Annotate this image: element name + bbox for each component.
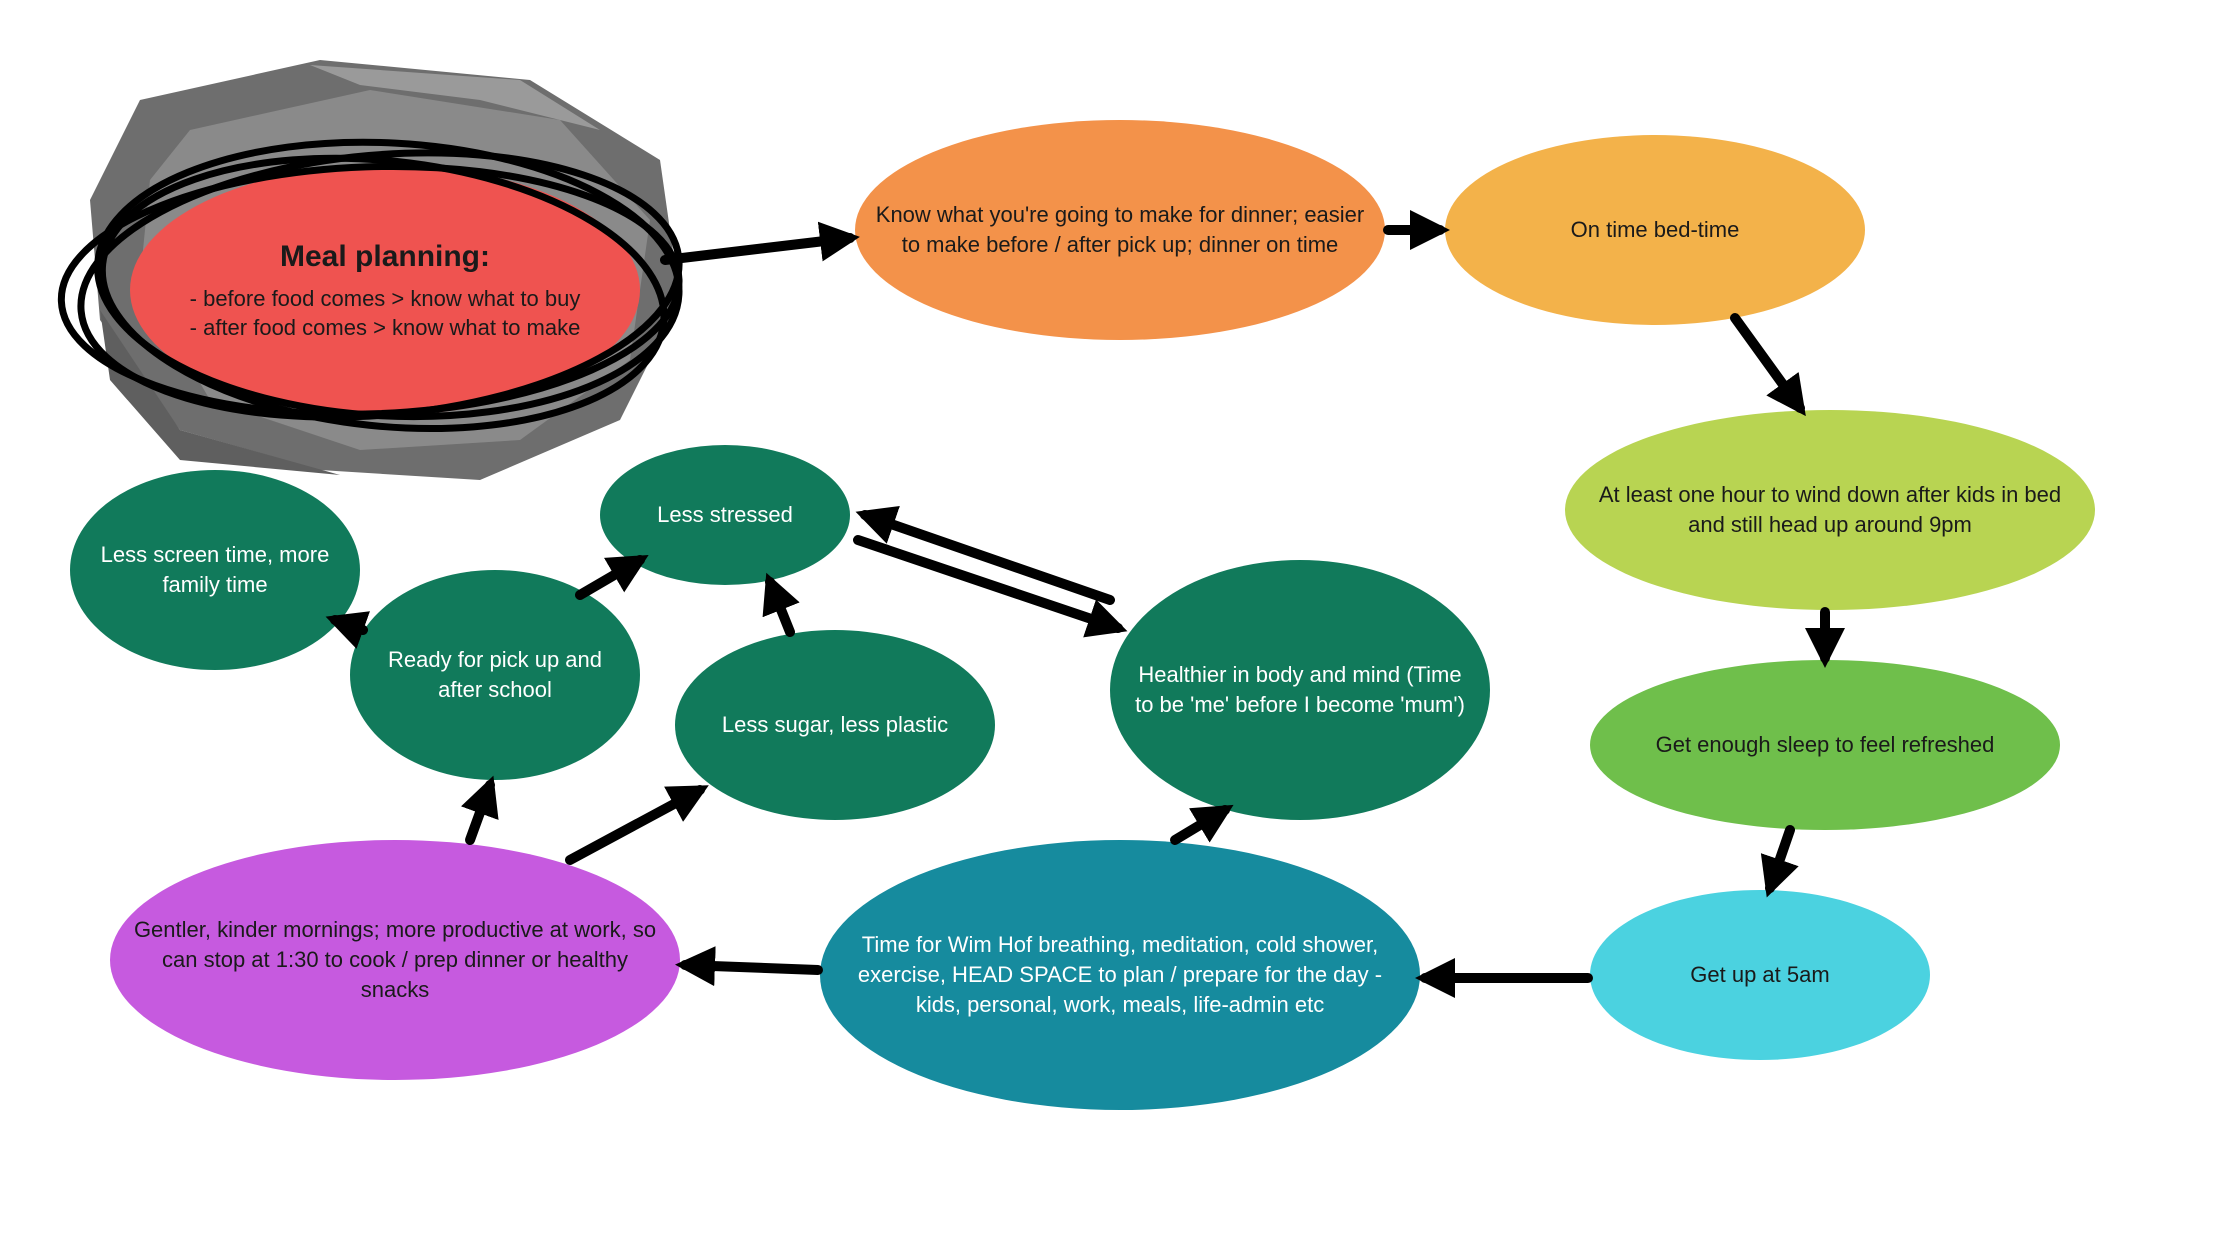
edge-wim-hof-to-gentler-mornings [685, 965, 818, 970]
edge-less-stressed-to-healthier [858, 540, 1118, 628]
node-label: Meal planning: - before food comes > know… [172, 237, 599, 343]
node-title: Meal planning: [190, 237, 581, 278]
edge-healthier-to-less-stressed [865, 515, 1110, 600]
node-label: Time for Wim Hof breathing, meditation, … [820, 930, 1420, 1019]
node-healthier: Healthier in body and mind (Time to be '… [1110, 560, 1490, 820]
node-less-sugar: Less sugar, less plastic [675, 630, 995, 820]
edge-gentler-mornings-to-ready-pickup [470, 785, 490, 840]
node-bed-time: On time bed-time [1445, 135, 1865, 325]
node-label: Get up at 5am [1672, 960, 1847, 990]
node-label: Gentler, kinder mornings; more productiv… [110, 915, 680, 1004]
node-gentler-mornings: Gentler, kinder mornings; more productiv… [110, 840, 680, 1080]
node-ready-pickup: Ready for pick up and after school [350, 570, 640, 780]
node-line: - after food comes > know what to make [190, 313, 581, 343]
node-enough-sleep: Get enough sleep to feel refreshed [1590, 660, 2060, 830]
edge-ready-pickup-to-less-stressed [580, 560, 640, 595]
edge-bed-time-to-wind-down [1735, 318, 1800, 408]
node-meal-planning: Meal planning: - before food comes > know… [130, 165, 640, 415]
node-label: At least one hour to wind down after kid… [1565, 480, 2095, 539]
node-label: Less stressed [639, 500, 811, 530]
node-wind-down: At least one hour to wind down after kid… [1565, 410, 2095, 610]
node-label: Get enough sleep to feel refreshed [1638, 730, 2013, 760]
edge-wim-hof-to-healthier [1175, 810, 1225, 840]
node-label: Know what you're going to make for dinne… [855, 200, 1385, 259]
edge-enough-sleep-to-get-up-5am [1770, 830, 1790, 888]
node-label: Less sugar, less plastic [704, 710, 966, 740]
node-know-dinner: Know what you're going to make for dinne… [855, 120, 1385, 340]
diagram-canvas: Meal planning: - before food comes > know… [0, 0, 2240, 1260]
node-get-up-5am: Get up at 5am [1590, 890, 1930, 1060]
edge-gentler-mornings-to-less-sugar [570, 790, 700, 860]
node-label: Ready for pick up and after school [350, 645, 640, 704]
node-wim-hof: Time for Wim Hof breathing, meditation, … [820, 840, 1420, 1110]
node-label: On time bed-time [1553, 215, 1758, 245]
node-less-stressed: Less stressed [600, 445, 850, 585]
node-label: Healthier in body and mind (Time to be '… [1110, 660, 1490, 719]
node-less-screen: Less screen time, more family time [70, 470, 360, 670]
edge-less-sugar-to-less-stressed [770, 582, 790, 632]
node-line: - before food comes > know what to buy [190, 284, 581, 314]
node-label: Less screen time, more family time [70, 540, 360, 599]
